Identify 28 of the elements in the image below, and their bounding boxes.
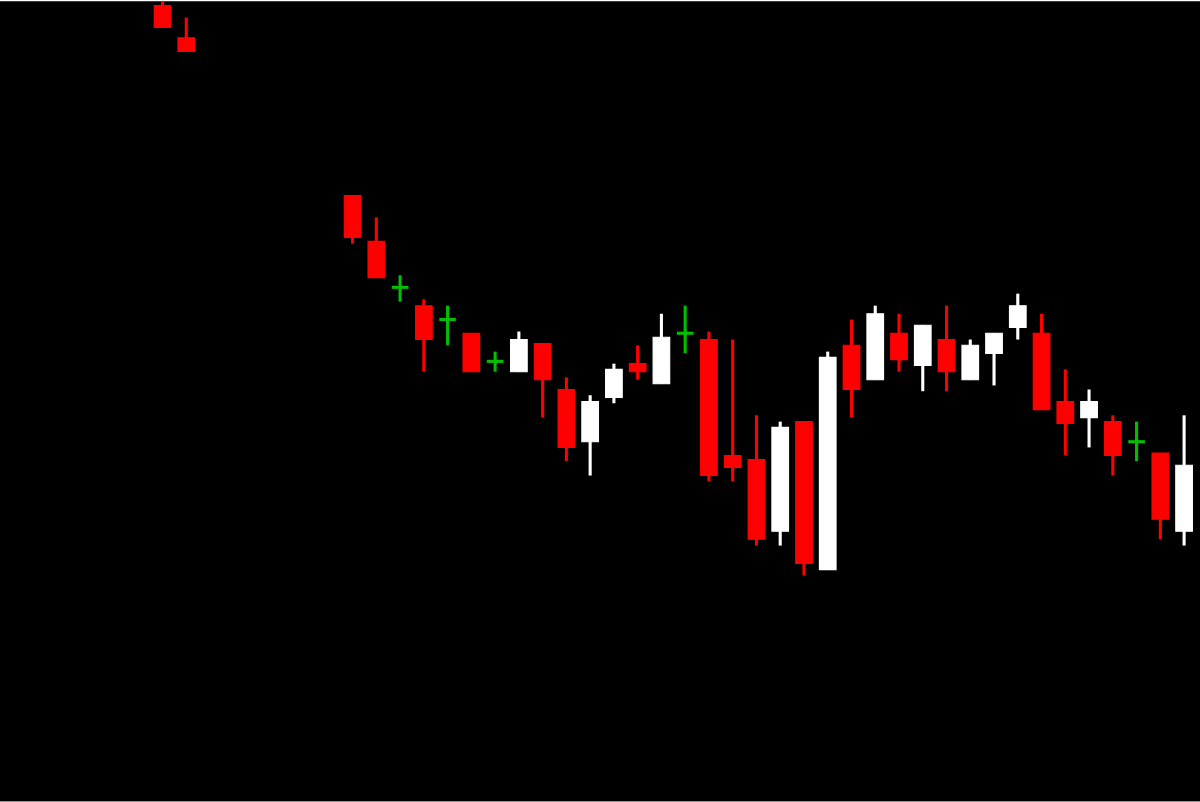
candlestick: [462, 331, 481, 374]
candlestick: [485, 350, 505, 374]
candlestick: [1103, 413, 1122, 478]
candlestick: [367, 215, 386, 280]
candlestick: [937, 304, 956, 393]
candlestick: [913, 323, 932, 393]
candlestick: [390, 273, 410, 304]
candlestick: [723, 338, 742, 484]
candlestick: [153, 0, 172, 30]
candlestick: [652, 312, 671, 386]
candlestick: [890, 312, 908, 374]
candlestick: [177, 16, 196, 54]
candlestick: [1008, 292, 1027, 342]
candlestick: [842, 318, 861, 420]
candlestick: [343, 194, 362, 246]
candlestick: [1080, 388, 1098, 450]
candlestick: [414, 298, 433, 374]
candlestick: [1056, 368, 1075, 458]
candlestick: [437, 304, 458, 348]
candlestick: [985, 331, 1003, 388]
candlestick: [581, 393, 600, 478]
candlestick: [961, 338, 980, 382]
candlestick: [675, 304, 696, 356]
candlestick: [509, 330, 528, 374]
candlestick: [605, 362, 623, 406]
candlestick: [628, 343, 647, 382]
candlestick: [533, 342, 552, 420]
candlestick: [1126, 420, 1147, 463]
